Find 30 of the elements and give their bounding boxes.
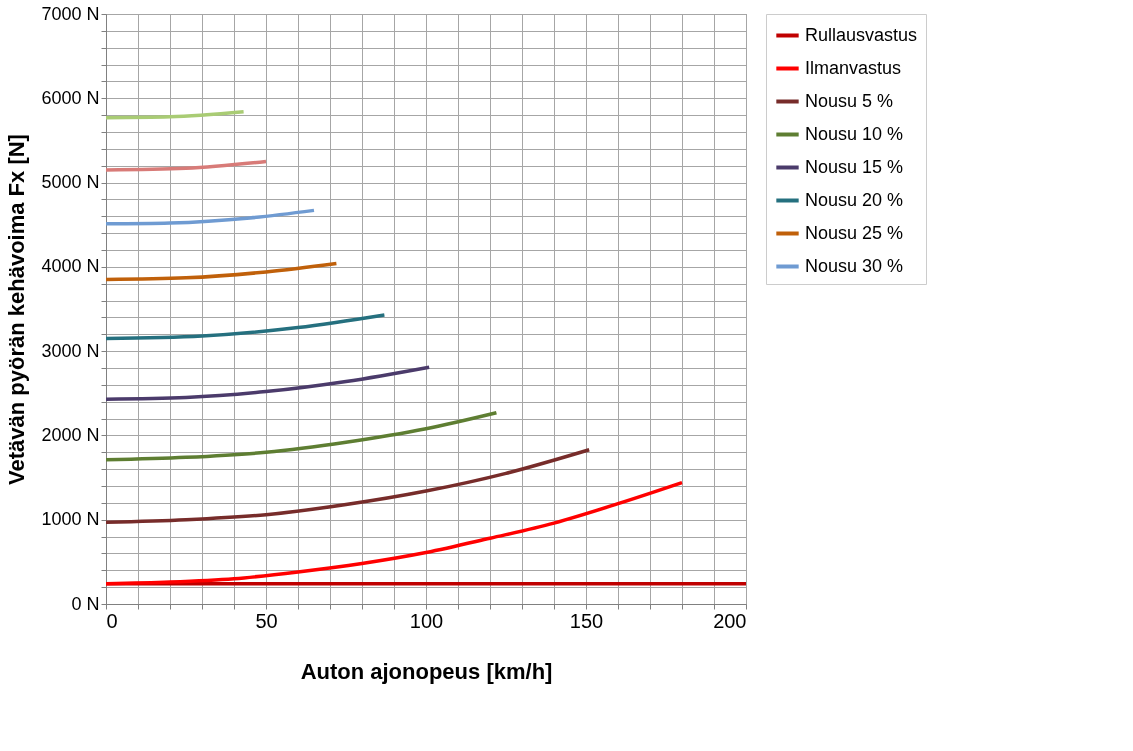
legend-label: Rullausvastus xyxy=(805,24,918,45)
legend-label: Nousu 25 % xyxy=(805,222,904,243)
y-tick-label: 4000 N xyxy=(41,256,100,277)
legend-label: Nousu 10 % xyxy=(805,123,904,144)
line-series xyxy=(104,480,684,586)
x-tick-label: 50 xyxy=(255,609,278,632)
x-tick-label: 100 xyxy=(409,609,444,632)
x-axis-title: Auton ajonopeus [km/h] xyxy=(300,658,553,684)
line-series xyxy=(104,365,431,401)
y-tick-label: 1000 N xyxy=(41,509,100,530)
y-tick-label: 2000 N xyxy=(41,424,100,445)
line-series xyxy=(104,208,316,226)
y-axis-title: Vetävän pyörän kehävoima Fx [N] xyxy=(4,134,30,485)
y-tick-label: 3000 N xyxy=(41,340,100,361)
x-tick-label: 200 xyxy=(713,609,747,632)
line-series xyxy=(104,410,499,462)
legend-label: Nousu 30 % xyxy=(805,255,904,276)
legend-label: Ilmanvastus xyxy=(805,57,902,78)
x-tick-label: 150 xyxy=(569,609,604,632)
line-series xyxy=(104,313,387,341)
y-tick-label: 6000 N xyxy=(41,87,100,108)
legend-label: Nousu 20 % xyxy=(805,189,904,210)
y-tick-label: 5000 N xyxy=(41,172,100,193)
y-tick-label: 0 N xyxy=(71,593,100,614)
legend-label: Nousu 15 % xyxy=(805,156,904,177)
x-tick-label: 0 xyxy=(106,609,118,632)
y-tick-label: 7000 N xyxy=(41,3,100,24)
legend-label: Nousu 5 % xyxy=(805,90,894,111)
line-series xyxy=(104,448,591,524)
line-series xyxy=(104,261,339,282)
